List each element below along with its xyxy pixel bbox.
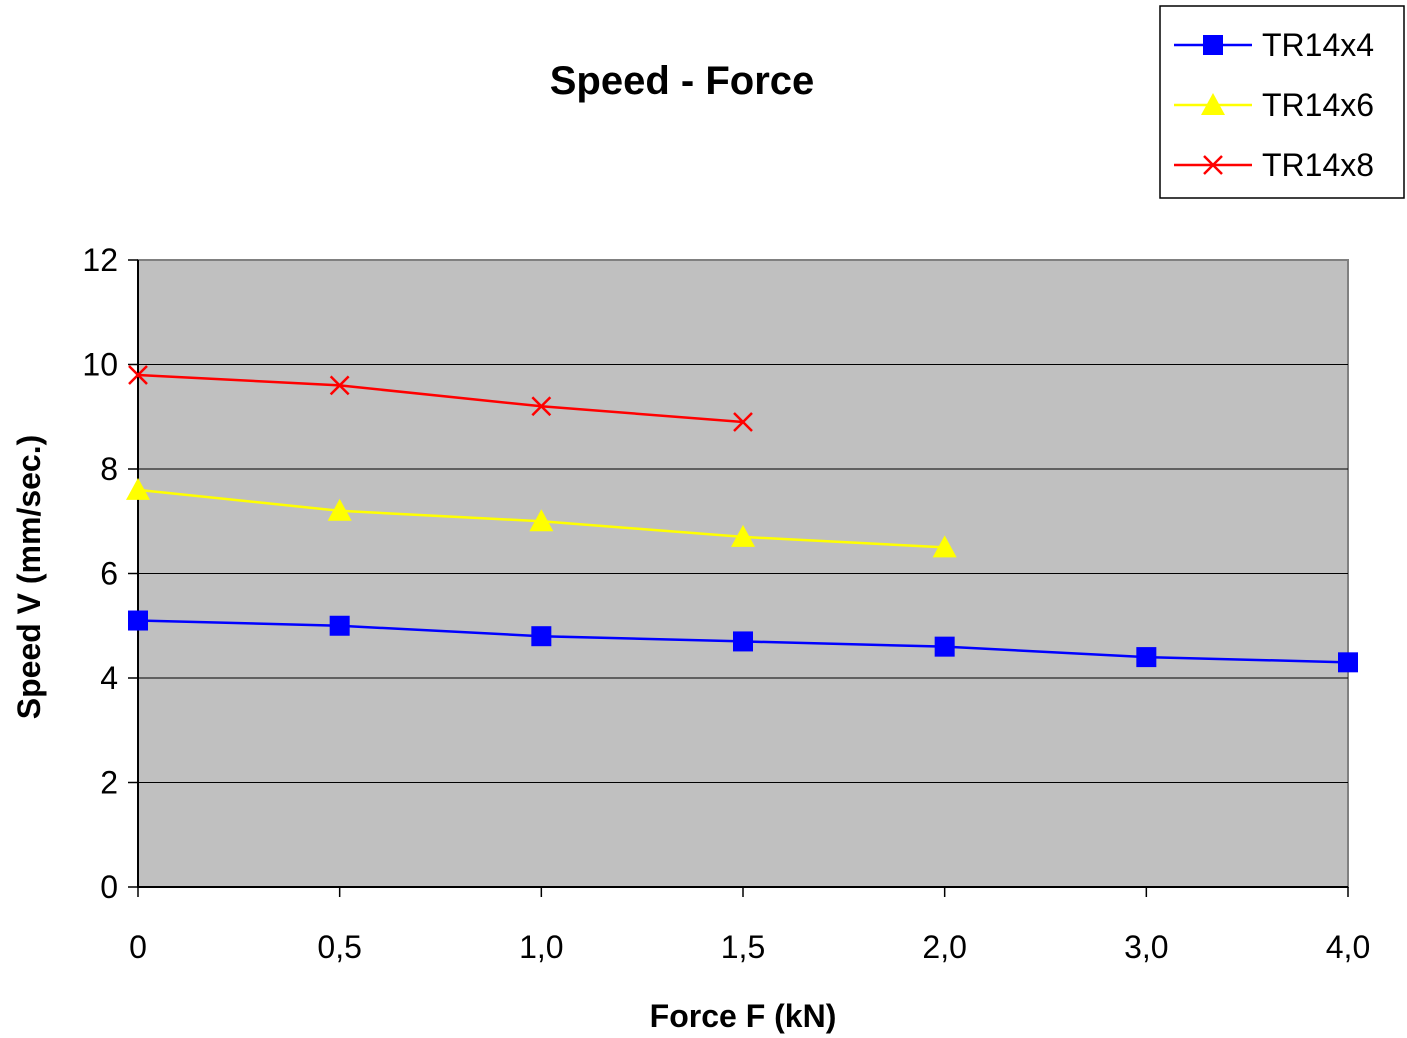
- data-point-tr14x4: [1338, 652, 1358, 673]
- grid-lines: [138, 364, 1348, 783]
- marker-x-stroke: [1203, 155, 1223, 175]
- axes: [128, 259, 1349, 897]
- y-axis-label: Speed V (mm/sec.): [11, 435, 47, 720]
- data-point-tr14x6: [126, 477, 150, 500]
- data-point-tr14x8: [531, 396, 552, 417]
- series-line-tr14x8: [137, 373, 744, 424]
- marker-x-stroke: [329, 375, 350, 396]
- x-tick-label: 0,5: [317, 929, 361, 965]
- y-tick-label: 12: [82, 242, 118, 278]
- marker-x-stroke: [128, 365, 148, 385]
- y-tick-label: 8: [100, 451, 118, 487]
- series-tr14x4: [128, 610, 1358, 673]
- data-point-tr14x4: [531, 626, 552, 647]
- x-tick-label: 0: [129, 929, 147, 965]
- marker-x-stroke: [531, 396, 552, 417]
- data-point-tr14x6: [731, 524, 755, 547]
- x-tick-labels: 0 0,5 1,0 1,5 2,0 3,0 4,0: [129, 929, 1370, 965]
- data-point-tr14x4: [934, 636, 955, 657]
- data-point-tr14x8: [329, 375, 350, 396]
- x-tick-label: 2,0: [922, 929, 966, 965]
- chart-title: Speed - Force: [550, 59, 815, 103]
- y-tick-label: 4: [100, 660, 118, 696]
- legend-label: TR14x8: [1262, 147, 1374, 183]
- x-tick-label: 1,0: [519, 929, 563, 965]
- x-tick-label: 1,5: [721, 929, 765, 965]
- y-tick-label: 10: [82, 347, 118, 383]
- y-tick-label: 2: [100, 765, 118, 801]
- data-point-tr14x8: [128, 365, 148, 385]
- series-group: [126, 365, 1358, 673]
- y-tick-label: 0: [100, 869, 118, 905]
- series-tr14x8: [128, 365, 753, 432]
- data-point-tr14x4: [128, 610, 148, 631]
- y-tick-label: 6: [100, 556, 118, 592]
- legend: TR14x4 TR14x6 TR14x8: [1159, 5, 1405, 199]
- data-point-tr14x4: [1136, 647, 1157, 668]
- legend-label: TR14x6: [1262, 87, 1374, 123]
- data-point-tr14x6: [529, 509, 554, 532]
- data-point-tr14x4: [329, 615, 350, 636]
- x-tick-label: 4,0: [1326, 929, 1370, 965]
- x-axis-label: Force F (kN): [650, 998, 837, 1034]
- legend-label: TR14x4: [1262, 27, 1374, 63]
- legend-item-tr14x6: TR14x6: [1174, 87, 1374, 123]
- x-tick-label: 3,0: [1124, 929, 1168, 965]
- data-point-tr14x4: [733, 631, 753, 652]
- series-tr14x6: [126, 477, 957, 558]
- marker-x-stroke: [733, 412, 753, 432]
- data-point-tr14x8: [733, 412, 753, 432]
- legend-marker: [1201, 93, 1225, 115]
- legend-marker: [1203, 35, 1223, 55]
- legend-item-tr14x8: TR14x8: [1174, 147, 1374, 183]
- data-point-tr14x6: [932, 535, 957, 558]
- legend-marker: [1203, 155, 1223, 175]
- data-point-tr14x6: [327, 498, 352, 521]
- y-tick-labels: 0 2 4 6 8 10 12: [82, 242, 118, 905]
- legend-item-tr14x4: TR14x4: [1174, 27, 1374, 63]
